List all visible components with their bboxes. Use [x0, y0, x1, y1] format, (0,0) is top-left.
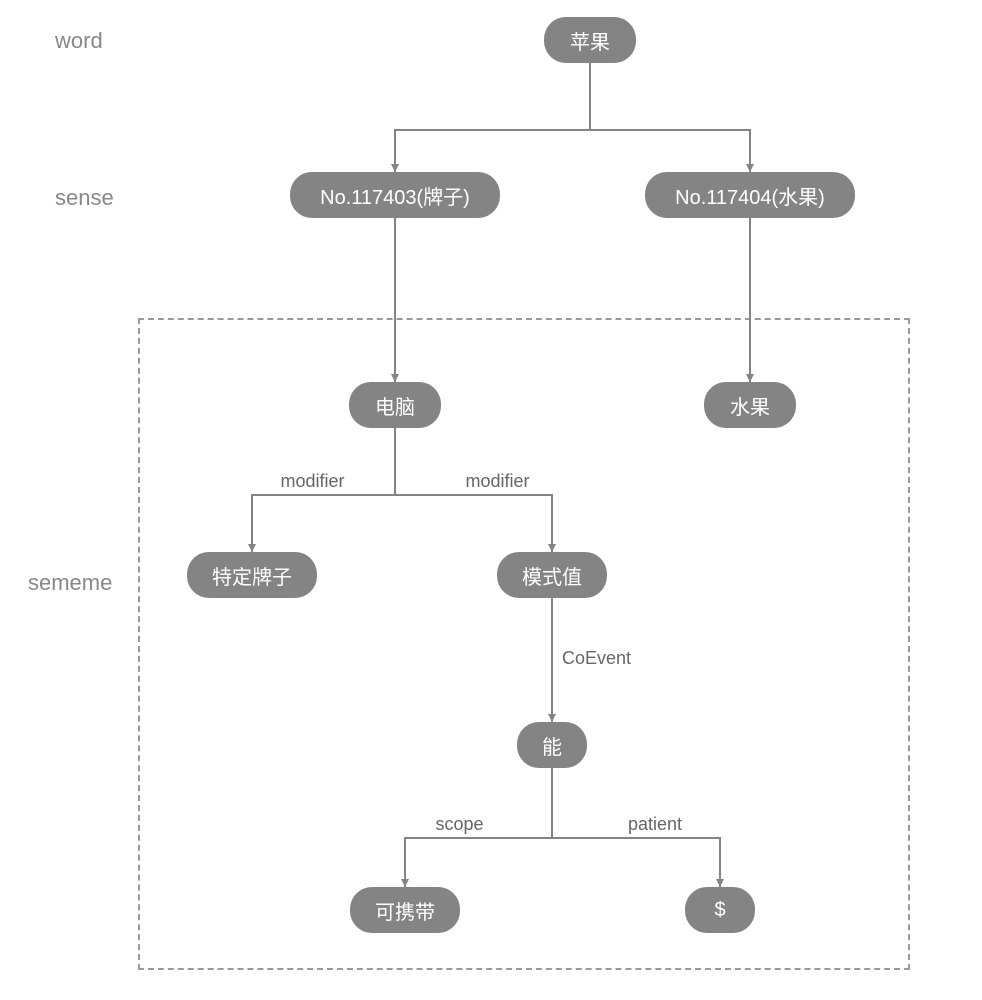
edge-label: scope — [434, 814, 486, 835]
sememe-box — [138, 318, 910, 970]
node-shuiguo: 水果 — [704, 382, 796, 428]
node-root: 苹果 — [544, 17, 636, 63]
node-dollar: $ — [685, 887, 755, 933]
label-sememe: sememe — [28, 570, 112, 596]
edge-label: modifier — [464, 471, 532, 492]
label-sense: sense — [55, 185, 114, 211]
edge-label: modifier — [279, 471, 347, 492]
edge-label: patient — [626, 814, 684, 835]
node-dian: 电脑 — [349, 382, 441, 428]
node-neng: 能 — [517, 722, 587, 768]
label-word: word — [55, 28, 103, 54]
node-tedi: 特定牌子 — [187, 552, 317, 598]
node-sense2: No.117404(水果) — [645, 172, 855, 218]
node-moshi: 模式值 — [497, 552, 607, 598]
node-kexie: 可携带 — [350, 887, 460, 933]
edge-label: CoEvent — [560, 648, 633, 669]
node-sense1: No.117403(牌子) — [290, 172, 500, 218]
